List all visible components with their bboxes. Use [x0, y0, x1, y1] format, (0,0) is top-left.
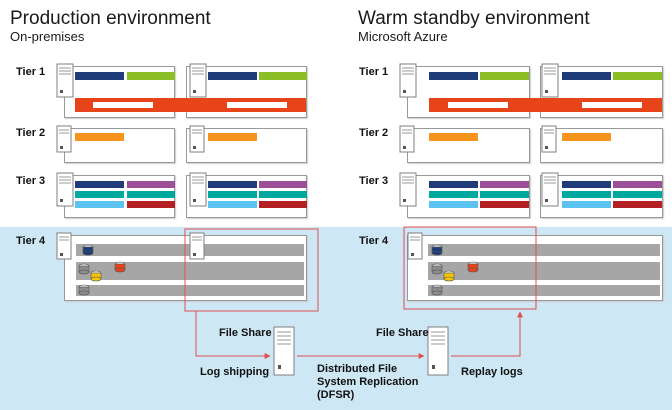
- tier3-bar-darkred: [127, 201, 175, 208]
- tier3-bar-lightblue: [208, 201, 257, 208]
- log-shipping-label: Log shipping: [200, 366, 270, 378]
- tier3-bar-navy: [75, 181, 124, 188]
- tier3-bar-purple: [259, 181, 307, 188]
- server-icon: [56, 125, 72, 153]
- tier2-bar-orange: [429, 133, 478, 141]
- tier3-bar-lightblue: [562, 201, 611, 208]
- server-icon: [56, 63, 74, 98]
- standby-title: Warm standby environment: [358, 8, 590, 29]
- file-share-label-prod: File Share: [219, 327, 272, 339]
- tier3-bar-teal: [127, 191, 175, 198]
- tier1-bar-inner: [582, 102, 642, 108]
- log-shipping-arrow: [195, 311, 271, 359]
- server-icon: [189, 172, 207, 207]
- tier4-db-row: [428, 262, 660, 280]
- database-icon: [431, 284, 443, 296]
- database-icon: [114, 261, 126, 273]
- tier3-bar-darkred: [613, 201, 662, 208]
- tier1-bar-green: [259, 72, 307, 80]
- server-icon: [56, 172, 74, 207]
- server-icon: [399, 172, 417, 207]
- tier3-bar-teal: [562, 191, 611, 198]
- tier1-bar-green: [480, 72, 529, 80]
- tier4-label-standby: Tier 4: [359, 235, 389, 247]
- tier3-bar-teal: [259, 191, 307, 198]
- tier3-bar-lightblue: [75, 201, 124, 208]
- file-share-server-icon: [427, 326, 449, 376]
- server-icon: [541, 125, 557, 153]
- tier4-db-row: [76, 262, 304, 280]
- tier3-bar-purple: [480, 181, 529, 188]
- server-icon: [56, 232, 72, 260]
- tier3-bar-navy: [562, 181, 611, 188]
- tier1-bar-navy: [208, 72, 257, 80]
- tier3-bar-lightblue: [429, 201, 478, 208]
- database-icon: [78, 263, 90, 275]
- tier3-bar-navy: [208, 181, 257, 188]
- tier1-load-balancer-bar: [429, 98, 662, 112]
- tier1-bar-inner: [93, 102, 153, 108]
- server-icon: [407, 232, 423, 260]
- tier4-db-row: [76, 285, 304, 296]
- tier3-label-prod: Tier 3: [16, 175, 46, 187]
- file-share-server-icon: [273, 326, 295, 376]
- database-icon: [90, 270, 102, 282]
- tier1-bar-navy: [562, 72, 611, 80]
- database-icon: [431, 263, 443, 275]
- tier3-bar-teal: [613, 191, 662, 198]
- server-icon: [189, 63, 207, 98]
- highlight-frame: [403, 226, 537, 310]
- dfsr-label-line3: (DFSR): [317, 389, 355, 401]
- tier3-bar-purple: [613, 181, 662, 188]
- tier3-bar-purple: [127, 181, 175, 188]
- database-icon: [78, 284, 90, 296]
- server-icon: [189, 232, 205, 260]
- database-icon: [82, 244, 94, 256]
- tier3-bar-teal: [75, 191, 124, 198]
- tier3-bar-teal: [429, 191, 478, 198]
- file-share-label-standby: File Share: [376, 327, 429, 339]
- production-subtitle: On-premises: [10, 29, 85, 44]
- tier2-bar-orange: [562, 133, 611, 141]
- server-icon: [541, 172, 559, 207]
- tier2-label-standby: Tier 2: [359, 127, 389, 139]
- tier1-bar-inner: [227, 102, 287, 108]
- tier3-bar-teal: [480, 191, 529, 198]
- tier1-bar-navy: [75, 72, 124, 80]
- tier3-label-standby: Tier 3: [359, 175, 389, 187]
- replay-logs-label: Replay logs: [461, 366, 523, 378]
- replay-logs-arrow: [451, 311, 523, 357]
- tier2-bar-orange: [75, 133, 124, 141]
- tier1-label-standby: Tier 1: [359, 66, 389, 78]
- database-icon: [443, 270, 455, 282]
- database-icon: [467, 261, 479, 273]
- tier4-db-row: [428, 285, 660, 296]
- tier1-bar-navy: [429, 72, 478, 80]
- dfsr-label-line2: System Replication: [317, 376, 419, 388]
- tier4-db-row: [428, 244, 660, 256]
- server-icon: [189, 125, 205, 153]
- tier1-load-balancer-bar: [75, 98, 306, 112]
- dfsr-label-line1: Distributed File: [317, 363, 398, 375]
- tier4-label-prod: Tier 4: [16, 235, 46, 247]
- tier1-bar-green: [613, 72, 662, 80]
- tier3-bar-teal: [208, 191, 257, 198]
- tier3-bar-darkred: [480, 201, 529, 208]
- tier3-bar-navy: [429, 181, 478, 188]
- tier2-bar-orange: [208, 133, 257, 141]
- server-icon: [399, 63, 417, 98]
- database-icon: [431, 244, 443, 256]
- standby-subtitle: Microsoft Azure: [358, 29, 448, 44]
- tier1-label-prod: Tier 1: [16, 66, 46, 78]
- tier2-label-prod: Tier 2: [16, 127, 46, 139]
- tier1-bar-inner: [448, 102, 508, 108]
- highlight-frame: [184, 228, 319, 312]
- production-title: Production environment: [10, 8, 211, 29]
- tier1-bar-green: [127, 72, 175, 80]
- tier3-bar-darkred: [259, 201, 307, 208]
- server-icon: [541, 63, 559, 98]
- server-icon: [399, 125, 415, 153]
